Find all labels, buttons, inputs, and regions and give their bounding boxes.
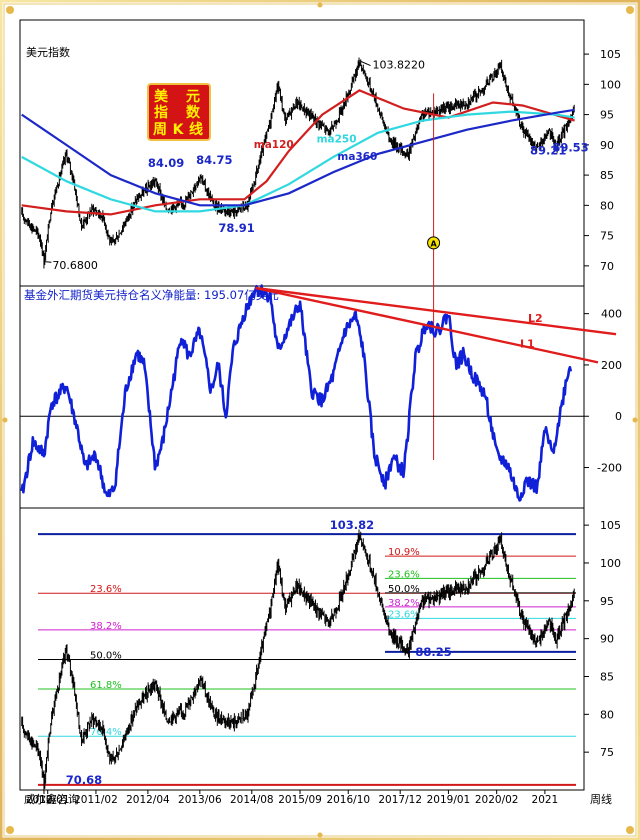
net-position-line (20, 284, 573, 502)
x-tick-label: 2017/12 (378, 794, 422, 806)
ma360-label: ma360 (337, 151, 377, 163)
marker-circle (427, 236, 441, 250)
high-pointer (359, 60, 371, 67)
y-tick-label: -200 (597, 462, 622, 475)
x-tick-label: 2019/01 (427, 794, 471, 806)
fib-short-label: 10.9% (388, 547, 420, 558)
price-label: 89.21 (530, 144, 566, 158)
fib-bottom-label: 70.68 (66, 773, 102, 787)
y-tick-label: 85 (600, 169, 614, 182)
badge-char: 数 (186, 104, 201, 121)
price-panel (19, 19, 585, 287)
x-tick-label: 2013/06 (178, 794, 222, 806)
badge-char: 元 (186, 89, 200, 105)
ma250-line (21, 110, 575, 213)
fib-short-label: 38.2% (388, 598, 420, 609)
y-tick-label: 95 (600, 109, 614, 122)
weekly-kline-badge: 美 元 指 数 周 K 线 (147, 83, 211, 141)
badge-char: 指 (154, 104, 168, 121)
fib-short-label: 23.6% (388, 609, 420, 620)
marker-label: A (430, 239, 437, 248)
high-label: 103.8220 (373, 59, 426, 72)
fib-short-label: 50.0% (388, 584, 420, 595)
x-tick-label: 2015/09 (278, 794, 322, 806)
trendline-l2-label: L2 (528, 312, 543, 325)
fib-level-label: 61.8% (90, 680, 122, 691)
y-tick-label: 75 (600, 230, 614, 243)
fib-level-label: 50.0% (90, 650, 122, 661)
trendline-l1 (255, 286, 599, 364)
y-tick-label: 80 (600, 199, 614, 212)
price-label: 84.75 (196, 153, 232, 167)
y-tick-label: 105 (600, 48, 621, 61)
x-tick-label: 2016/10 (326, 794, 370, 806)
x-tick-label: 2011/02 (74, 794, 118, 806)
ma250-label: ma250 (317, 133, 357, 145)
x-tick-label: 2021 (532, 794, 559, 806)
price-label: 89.53 (552, 141, 588, 155)
x-tick-label: 2010/01 (26, 794, 70, 806)
y-tick-label: 80 (600, 708, 614, 721)
fib-top-label: 103.82 (330, 518, 374, 532)
y-tick-label: 75 (600, 746, 614, 759)
badge-char: 线 (189, 121, 203, 138)
ma360-line (21, 108, 575, 207)
y-tick-label: 200 (601, 359, 622, 372)
x-tick-label: 2020/02 (475, 794, 519, 806)
x-tick-label: /12 (36, 794, 53, 806)
ma120-label: ma120 (254, 139, 294, 151)
position-panel-title: 基金外汇期货美元持仓名义净能量: 195.07亿美元 (24, 288, 279, 302)
x-tick-label: 2014/08 (230, 794, 274, 806)
y-tick-label: 85 (600, 670, 614, 683)
period-label: 周线 (590, 792, 612, 806)
low-pointer (43, 261, 52, 263)
price-panel-title: 美元指数 (26, 45, 70, 59)
badge-char: K (173, 122, 185, 138)
ma120-line (21, 89, 575, 216)
y-tick-label: 90 (600, 139, 614, 152)
fib-level-label: 76.4% (90, 727, 122, 738)
price-label: 78.91 (218, 221, 254, 235)
fib-support-label: 88.25 (415, 645, 451, 659)
footer-source: 威尔鑫咨询 (24, 792, 79, 806)
trendline-l1-label: L1 (520, 338, 535, 351)
fibonacci-panel (19, 507, 585, 791)
y-tick-label: 100 (600, 78, 621, 91)
fib-level-label: 38.2% (90, 621, 122, 632)
x-tick-label: 2012/04 (126, 794, 170, 806)
price-label: 84.09 (148, 156, 184, 170)
y-tick-label: 0 (615, 410, 622, 423)
low-label: 70.6800 (52, 259, 98, 272)
y-tick-label: 70 (600, 260, 614, 273)
fib-short-label: 23.6% (388, 569, 420, 580)
badge-char: 周 (153, 122, 167, 138)
fib-level-label: 23.6% (90, 584, 122, 595)
y-tick-label: 105 (600, 519, 621, 532)
badge-char: 美 (154, 88, 169, 105)
y-tick-label: 400 (601, 308, 622, 321)
y-tick-label: 90 (600, 633, 614, 646)
y-tick-label: 100 (600, 557, 621, 570)
y-tick-label: 95 (600, 595, 614, 608)
trendline-l2 (255, 286, 617, 336)
